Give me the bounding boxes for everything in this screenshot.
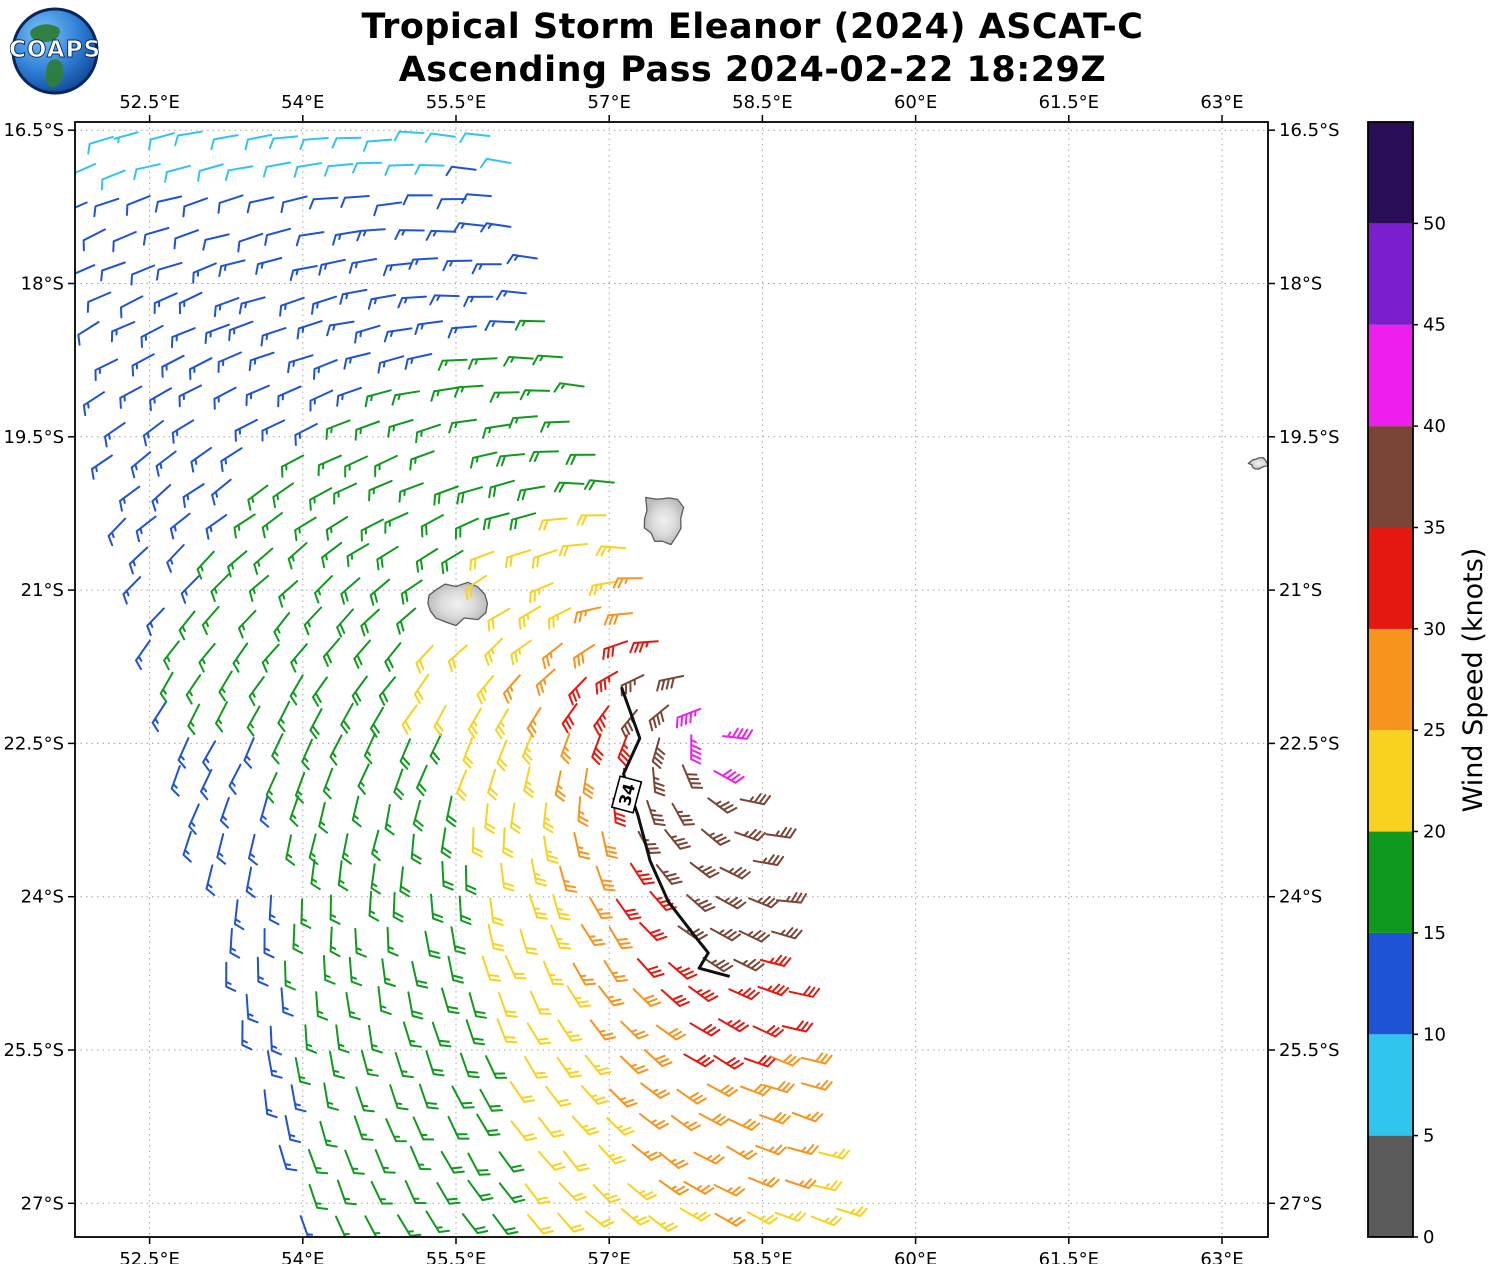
x-tick-label: 63°E	[1200, 1249, 1243, 1264]
y-tick-label: 16.5°S	[1279, 120, 1340, 141]
colorbar-band	[1368, 1135, 1413, 1237]
y-tick-label: 25.5°S	[1279, 1040, 1340, 1061]
colorbar-tick-labels: 0 5 10 15 20 25 30 35 40 45 50	[1423, 213, 1446, 1248]
chart-title-block: Tropical Storm Eleanor (2024) ASCAT-C As…	[0, 6, 1505, 92]
coaps-logo: COAPS	[9, 6, 100, 96]
colorbar-band	[1368, 730, 1413, 832]
x-tick-label: 58.5°E	[732, 1249, 792, 1264]
colorbar-tick-label: 20	[1423, 822, 1446, 843]
logo-text: COAPS	[10, 37, 100, 63]
x-tick-label: 54°E	[281, 1249, 324, 1264]
x-tick-label: 58.5°E	[732, 92, 792, 113]
logo-continent-north-icon	[30, 24, 60, 43]
y-axis	[68, 129, 1275, 1205]
logo-continent-south-icon	[45, 59, 64, 88]
colorbar-tick-label: 40	[1423, 416, 1446, 437]
storm-track: 34	[610, 686, 731, 978]
chart-title: Tropical Storm Eleanor (2024) ASCAT-C	[361, 7, 1144, 47]
colorbar-band	[1368, 1034, 1413, 1136]
colorbar-ticks	[1413, 222, 1418, 1238]
colorbar-label: Wind Speed (knots)	[1458, 548, 1489, 813]
colorbar-band	[1368, 527, 1413, 629]
y-tick-label: 27°S	[1279, 1193, 1322, 1214]
wind-barbs	[75, 130, 868, 1237]
colorbar-band	[1368, 932, 1413, 1035]
x-tick-label: 55.5°E	[426, 92, 486, 113]
x-tick-label: 61.5°E	[1039, 1249, 1099, 1264]
x-tick-label: 55.5°E	[426, 1249, 486, 1264]
colorbar-band	[1368, 628, 1413, 731]
y-tick-label: 19.5°S	[1279, 427, 1340, 448]
colorbar-tick-label: 0	[1423, 1227, 1434, 1248]
y-tick-label: 19.5°S	[3, 427, 64, 448]
colorbar-tick-label: 45	[1423, 315, 1446, 336]
x-tick-label: 60°E	[894, 1249, 937, 1264]
colorbar-band	[1368, 223, 1413, 325]
y-tick-label: 18°S	[21, 274, 64, 295]
x-tick-label: 63°E	[1200, 92, 1243, 113]
colorbar-band	[1368, 122, 1413, 224]
coaps-logo-svg: COAPS	[9, 7, 100, 95]
x-axis	[148, 115, 1223, 1244]
y-tick-label: 16.5°S	[3, 120, 64, 141]
y-tick-label: 22.5°S	[1279, 733, 1340, 754]
x-tick-label: 57°E	[588, 92, 631, 113]
colorbar-tick-label: 15	[1423, 923, 1446, 944]
colorbar-tick-label: 5	[1423, 1126, 1434, 1147]
x-tick-label: 61.5°E	[1039, 92, 1099, 113]
colorbar-tick-label: 30	[1423, 619, 1446, 640]
x-tick-labels: 52.5°E 52.5°E 54°E 54°E 55.5°E 55.5°E 57°E 57°E…	[119, 92, 1243, 1264]
colorbar-band	[1368, 324, 1413, 427]
y-tick-label: 22.5°S	[3, 733, 64, 754]
y-tick-label: 27°S	[21, 1193, 64, 1214]
y-tick-labels: 16.5°S 16.5°S 18°S 18°S 19.5°S 19.5°S 21°S 21°S…	[3, 120, 1339, 1214]
grid-lines	[75, 122, 1268, 1237]
colorbar-band	[1368, 831, 1413, 933]
x-tick-label: 52.5°E	[119, 92, 179, 113]
colorbar-tick-label: 50	[1423, 213, 1446, 234]
x-tick-label: 57°E	[588, 1249, 631, 1264]
x-tick-label: 60°E	[894, 92, 937, 113]
colorbar-tick-label: 10	[1423, 1024, 1446, 1045]
y-tick-label: 18°S	[1279, 274, 1322, 295]
x-tick-label: 52.5°E	[119, 1249, 179, 1264]
y-tick-label: 24°S	[21, 887, 64, 908]
x-tick-label: 54°E	[281, 92, 324, 113]
y-tick-label: 25.5°S	[3, 1040, 64, 1061]
colorbar: 0 5 10 15 20 25 30 35 40 45 50 Wind Speed (knots)	[1367, 121, 1489, 1248]
y-tick-label: 21°S	[1279, 580, 1322, 601]
track-line	[620, 686, 731, 978]
islands	[427, 456, 1268, 627]
island-rodrigues	[1247, 456, 1268, 470]
y-tick-label: 21°S	[21, 580, 64, 601]
chart-subtitle: Ascending Pass 2024-02-22 18:29Z	[398, 50, 1107, 90]
track-wind-radius-label: 34	[610, 775, 643, 814]
y-tick-label: 24°S	[1279, 887, 1322, 908]
island-mauritius	[643, 496, 685, 546]
island-reunion	[427, 581, 489, 627]
colorbar-tick-label: 35	[1423, 518, 1446, 539]
map-frame: 52.5°E 52.5°E 54°E 54°E 55.5°E 55.5°E 57°E 57°E…	[3, 92, 1339, 1264]
colorbar-band	[1368, 426, 1413, 528]
colorbar-tick-label: 25	[1423, 720, 1446, 741]
